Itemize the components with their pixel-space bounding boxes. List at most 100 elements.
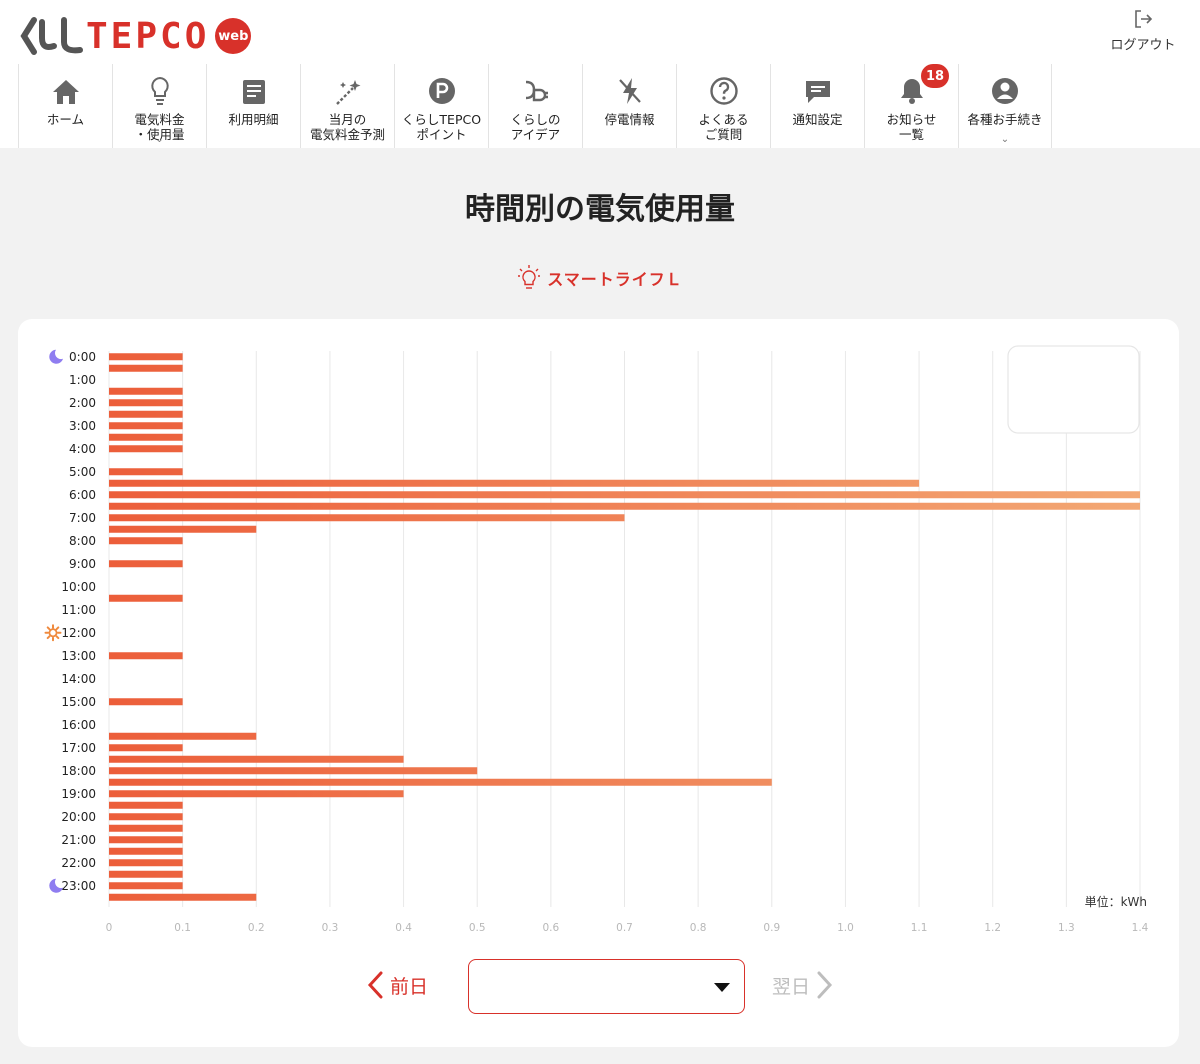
- usage-bar: [109, 560, 183, 568]
- usage-bar: [109, 836, 183, 844]
- sparkle-wand-icon: [333, 68, 363, 106]
- chevron-left-icon: [367, 971, 383, 999]
- lightbulb-plan-icon: [518, 265, 541, 289]
- usage-bar: [109, 399, 183, 407]
- prev-day-button[interactable]: 前日: [366, 971, 428, 999]
- main-nav: ホーム 電気料金 ・使用量 ⌄ 利用明細 当月の 電気料金予測 くらしTEPCO ポイント…: [18, 62, 1052, 148]
- usage-bar: [109, 870, 183, 878]
- date-select[interactable]: [468, 959, 745, 1014]
- plan-name: スマートライフＬ: [547, 270, 683, 289]
- chevron-right-icon: [817, 971, 833, 999]
- plan-indicator: スマートライフＬ: [0, 264, 1200, 292]
- y-tick-label: 11:00: [61, 603, 96, 617]
- next-day-label: 翌日: [772, 975, 811, 998]
- dropdown-arrow-icon: [714, 983, 730, 992]
- nav-item-news[interactable]: お知らせ 一覧 18: [864, 62, 958, 148]
- unit-label: 単位：kWh: [1084, 895, 1147, 909]
- next-day-button[interactable]: 翌日: [772, 971, 834, 999]
- usage-bar: [109, 514, 625, 522]
- home-icon: [51, 68, 81, 106]
- y-tick-label: 18:00: [61, 764, 96, 778]
- usage-bar: [109, 410, 183, 418]
- logo-wordmark: TEPCO: [86, 15, 210, 57]
- usage-bar: [109, 468, 183, 476]
- usage-bar: [109, 445, 183, 453]
- kurashi-logo-mark-icon: [20, 17, 83, 55]
- nav-label-outage: 停電情報: [604, 112, 655, 127]
- tepco-logo[interactable]: TEPCO web: [20, 14, 252, 58]
- nav-item-points[interactable]: くらしTEPCO ポイント: [394, 64, 488, 148]
- usage-bar: [109, 652, 183, 660]
- nav-item-forecast[interactable]: 当月の 電気料金予測: [300, 64, 394, 148]
- y-tick-label: 6:00: [69, 488, 96, 502]
- plug-icon: [522, 68, 550, 106]
- nav-label-procedures: 各種お手続き: [967, 112, 1043, 127]
- usage-bar: [109, 824, 183, 832]
- logout-label: ログアウト: [1110, 38, 1176, 53]
- nav-item-faq[interactable]: よくある ご質問: [676, 64, 770, 148]
- y-tick-label: 23:00: [61, 879, 96, 893]
- nav-label-statement: 利用明細: [228, 112, 279, 127]
- user-icon: [990, 68, 1020, 106]
- y-tick-label: 12:00: [61, 626, 96, 640]
- usage-bar: [109, 859, 183, 867]
- y-tick-label: 2:00: [69, 396, 96, 410]
- usage-bar: [109, 433, 183, 441]
- y-tick-label: 10:00: [61, 580, 96, 594]
- x-tick-label: 1.0: [837, 922, 854, 934]
- question-icon: [709, 68, 739, 106]
- x-tick-label: 0: [106, 922, 113, 934]
- x-tick-label: 0.8: [690, 922, 707, 934]
- nav-item-procedures[interactable]: 各種お手続き ⌄: [958, 64, 1052, 148]
- nav-item-home[interactable]: ホーム: [18, 64, 112, 148]
- usage-bar: [109, 790, 404, 798]
- logout-button[interactable]: ログアウト: [1108, 8, 1178, 53]
- y-tick-label: 17:00: [61, 741, 96, 755]
- x-tick-label: 0.9: [763, 922, 780, 934]
- usage-bar: [109, 698, 183, 706]
- y-tick-label: 1:00: [69, 373, 96, 387]
- usage-bar: [109, 525, 257, 533]
- usage-bar: [109, 744, 183, 752]
- nav-item-notify[interactable]: 通知設定: [770, 64, 864, 148]
- x-tick-label: 1.2: [984, 922, 1001, 934]
- moon-icon: [49, 349, 63, 364]
- nav-item-statement[interactable]: 利用明細: [206, 64, 300, 148]
- usage-bar: [109, 422, 183, 430]
- x-tick-label: 1.4: [1132, 922, 1149, 934]
- x-tick-label: 1.3: [1058, 922, 1075, 934]
- usage-bar: [109, 364, 183, 372]
- usage-bar: [109, 491, 1140, 499]
- sun-icon: [44, 624, 62, 642]
- nav-label-home: ホーム: [46, 112, 85, 127]
- prev-day-label: 前日: [390, 975, 429, 998]
- nav-label-points: くらしTEPCO ポイント: [401, 112, 482, 142]
- moon-icon: [49, 878, 63, 893]
- nav-item-ideas[interactable]: くらしの アイデア: [488, 64, 582, 148]
- nav-item-outage[interactable]: 停電情報: [582, 64, 676, 148]
- document-icon: [241, 68, 267, 106]
- chat-icon: [803, 68, 833, 106]
- x-tick-label: 0.3: [322, 922, 339, 934]
- x-tick-label: 1.1: [911, 922, 928, 934]
- page-title: 時間別の電気使用量: [465, 192, 735, 227]
- points-p-icon: [427, 68, 457, 106]
- lightning-off-icon: [617, 68, 643, 106]
- y-tick-label: 0:00: [69, 350, 96, 364]
- y-tick-label: 5:00: [69, 465, 96, 479]
- y-tick-label: 13:00: [61, 649, 96, 663]
- x-tick-label: 0.7: [616, 922, 633, 934]
- logo-web-badge: web: [215, 18, 252, 54]
- usage-bar: [109, 893, 257, 901]
- usage-bar: [109, 767, 478, 775]
- y-tick-label: 19:00: [61, 787, 96, 801]
- usage-chart-card: 0 0.1 0.2 0.3 0.4 0.5 0.6 0.7 0.8 0.9 1.0 1.1 1.2 1.3…: [18, 319, 1179, 1047]
- usage-bar: [109, 502, 1140, 510]
- nav-item-billing[interactable]: 電気料金 ・使用量 ⌄: [112, 64, 206, 148]
- y-tick-label: 4:00: [69, 442, 96, 456]
- usage-bar: [109, 537, 183, 545]
- y-tick-label: 8:00: [69, 534, 96, 548]
- usage-bar: [109, 594, 183, 602]
- nav-label-notify: 通知設定: [792, 112, 843, 127]
- y-tick-label: 21:00: [61, 833, 96, 847]
